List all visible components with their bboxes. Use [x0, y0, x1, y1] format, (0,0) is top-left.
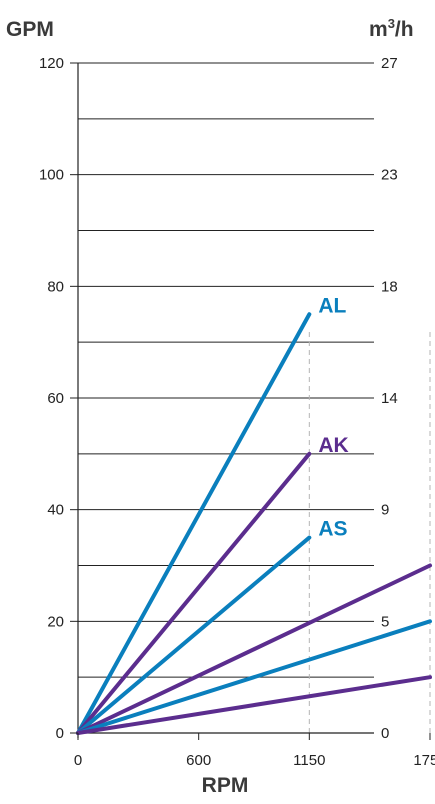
y-tick-label-right: 0: [381, 725, 389, 742]
y-tick-label-right: 27: [381, 55, 398, 72]
series-label-ak: AK: [318, 434, 348, 457]
y-axis-right-title: m3/h: [369, 16, 414, 41]
series-lines: [76, 312, 432, 735]
gridlines: [78, 62, 374, 678]
series-line-hj: [76, 619, 432, 735]
series-label-al: AL: [318, 294, 346, 317]
y-tick-label-left: 60: [47, 390, 64, 407]
series-labels: ALAKASHLHJGG: [318, 294, 348, 541]
series-line-ak: [76, 451, 312, 735]
y-tick-label-right: 18: [381, 278, 398, 295]
x-tick-label: 1750: [413, 752, 435, 769]
axes: [77, 63, 374, 738]
reference-lines: [308, 328, 431, 733]
y-tick-label-right: 14: [381, 390, 398, 407]
series-line-gg: [76, 675, 432, 735]
y-tick-label-left: 80: [47, 278, 64, 295]
x-axis-title: RPM: [202, 774, 249, 797]
series-line-al: [76, 312, 312, 735]
x-tick-label: 1150: [293, 752, 325, 769]
series-line-as: [76, 535, 312, 735]
y-tick-label-right: 23: [381, 167, 398, 184]
series-label-as: AS: [318, 518, 347, 541]
y-tick-label-left: 40: [47, 502, 64, 519]
series-line-hl: [76, 563, 432, 735]
y-tick-label-left: 120: [39, 55, 64, 72]
y-tick-label-left: 0: [56, 725, 64, 742]
tick-labels: 0 20 40 60 80 100 120 0 5 9 14 18 23 27 0 600 1150 1750: [39, 55, 435, 769]
y-tick-label-left: 20: [47, 613, 64, 630]
y-tick-label-left: 100: [39, 167, 64, 184]
y-tick-label-right: 5: [381, 613, 389, 630]
y-axis-left-title: GPM: [6, 18, 54, 41]
x-tick-label: 600: [186, 752, 211, 769]
x-tick-label: 0: [74, 752, 82, 769]
y-tick-label-right: 9: [381, 502, 389, 519]
